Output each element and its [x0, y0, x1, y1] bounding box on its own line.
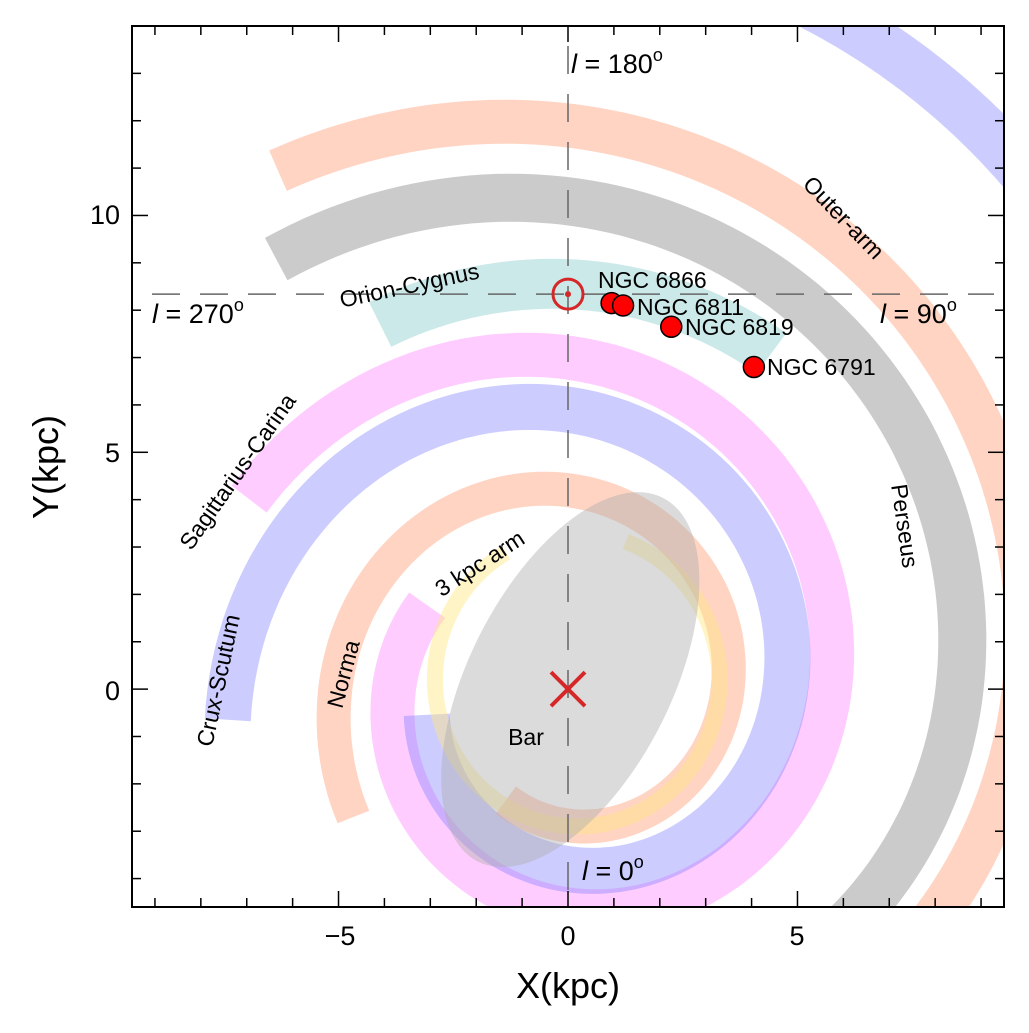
- x-tick-label-minus5: −5: [325, 921, 356, 951]
- cluster-label-ngc6811: NGC 6811: [637, 294, 744, 320]
- cluster-point-ngc6791: [742, 355, 766, 379]
- lon-label-90: l = 90o: [880, 295, 957, 329]
- gc-cross-stroke-b: [549, 670, 587, 708]
- sun-symbol: [551, 277, 585, 311]
- y-tick-label-10: 10: [90, 200, 120, 230]
- label-bar: Bar: [508, 724, 544, 750]
- lon-label-180: l = 180o: [571, 45, 663, 79]
- outer-arm-far-band: [798, 26, 1004, 188]
- galactic-bar: [441, 492, 700, 868]
- cluster-point-ngc6811: [611, 294, 635, 317]
- y-tick-labels: 0 5 10: [90, 200, 120, 706]
- plot-area: [152, 26, 1004, 907]
- cluster-points: [600, 291, 766, 379]
- outer-arm-band: [269, 99, 1004, 907]
- cluster-label-ngc6819: NGC 6819: [685, 314, 794, 340]
- sun-ring: [551, 277, 585, 311]
- 3kpc-arm-band: [426, 534, 728, 835]
- y-tick-label-0: 0: [105, 676, 120, 706]
- galactic-center-cross: [549, 670, 587, 708]
- cluster-labels: NGC 6866 NGC 6811 NGC 6819 NGC 6791: [598, 267, 876, 380]
- lon-label-270: l = 270o: [152, 295, 244, 329]
- crux-scutum-arm-band: [204, 383, 811, 894]
- cluster-label-ngc6866: NGC 6866: [598, 267, 707, 293]
- y-axis-title: Y(kpc): [25, 415, 66, 519]
- x-axis-title: X(kpc): [516, 965, 620, 1006]
- x-tick-labels: −5 0 5: [325, 921, 805, 951]
- lon-label-0: l = 0o: [582, 852, 644, 886]
- x-tick-label-5: 5: [789, 921, 804, 951]
- perseus-arm-band: [264, 173, 987, 907]
- axis-ticks: [132, 25, 1004, 907]
- cluster-point-ngc6819: [660, 315, 683, 339]
- cluster-label-ngc6791: NGC 6791: [767, 354, 876, 380]
- sun-dot: [565, 291, 571, 298]
- x-tick-label-0: 0: [560, 921, 575, 951]
- norma-arm-band: [316, 471, 746, 844]
- y-tick-label-5: 5: [105, 438, 120, 468]
